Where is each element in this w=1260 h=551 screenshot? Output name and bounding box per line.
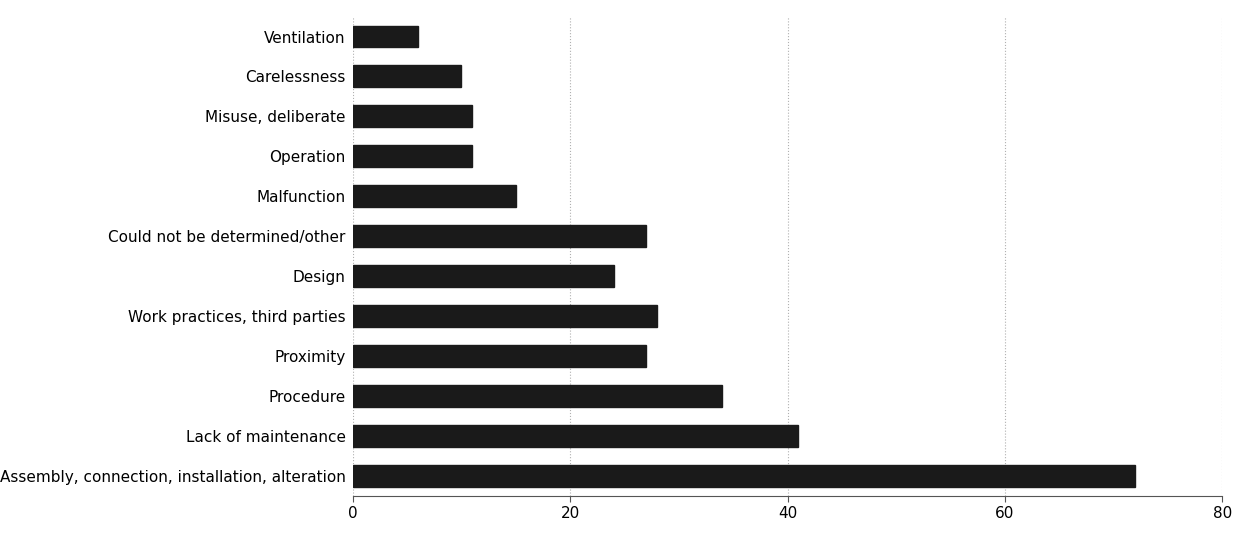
Bar <box>353 345 646 367</box>
Bar <box>353 385 722 407</box>
Bar <box>353 66 461 88</box>
Bar <box>353 305 658 327</box>
Bar <box>353 225 646 247</box>
Bar <box>353 465 1135 487</box>
Bar <box>353 265 614 287</box>
Bar <box>353 425 799 447</box>
Bar <box>353 185 515 207</box>
Bar <box>353 25 418 47</box>
Bar <box>353 145 472 168</box>
Bar <box>353 105 472 127</box>
